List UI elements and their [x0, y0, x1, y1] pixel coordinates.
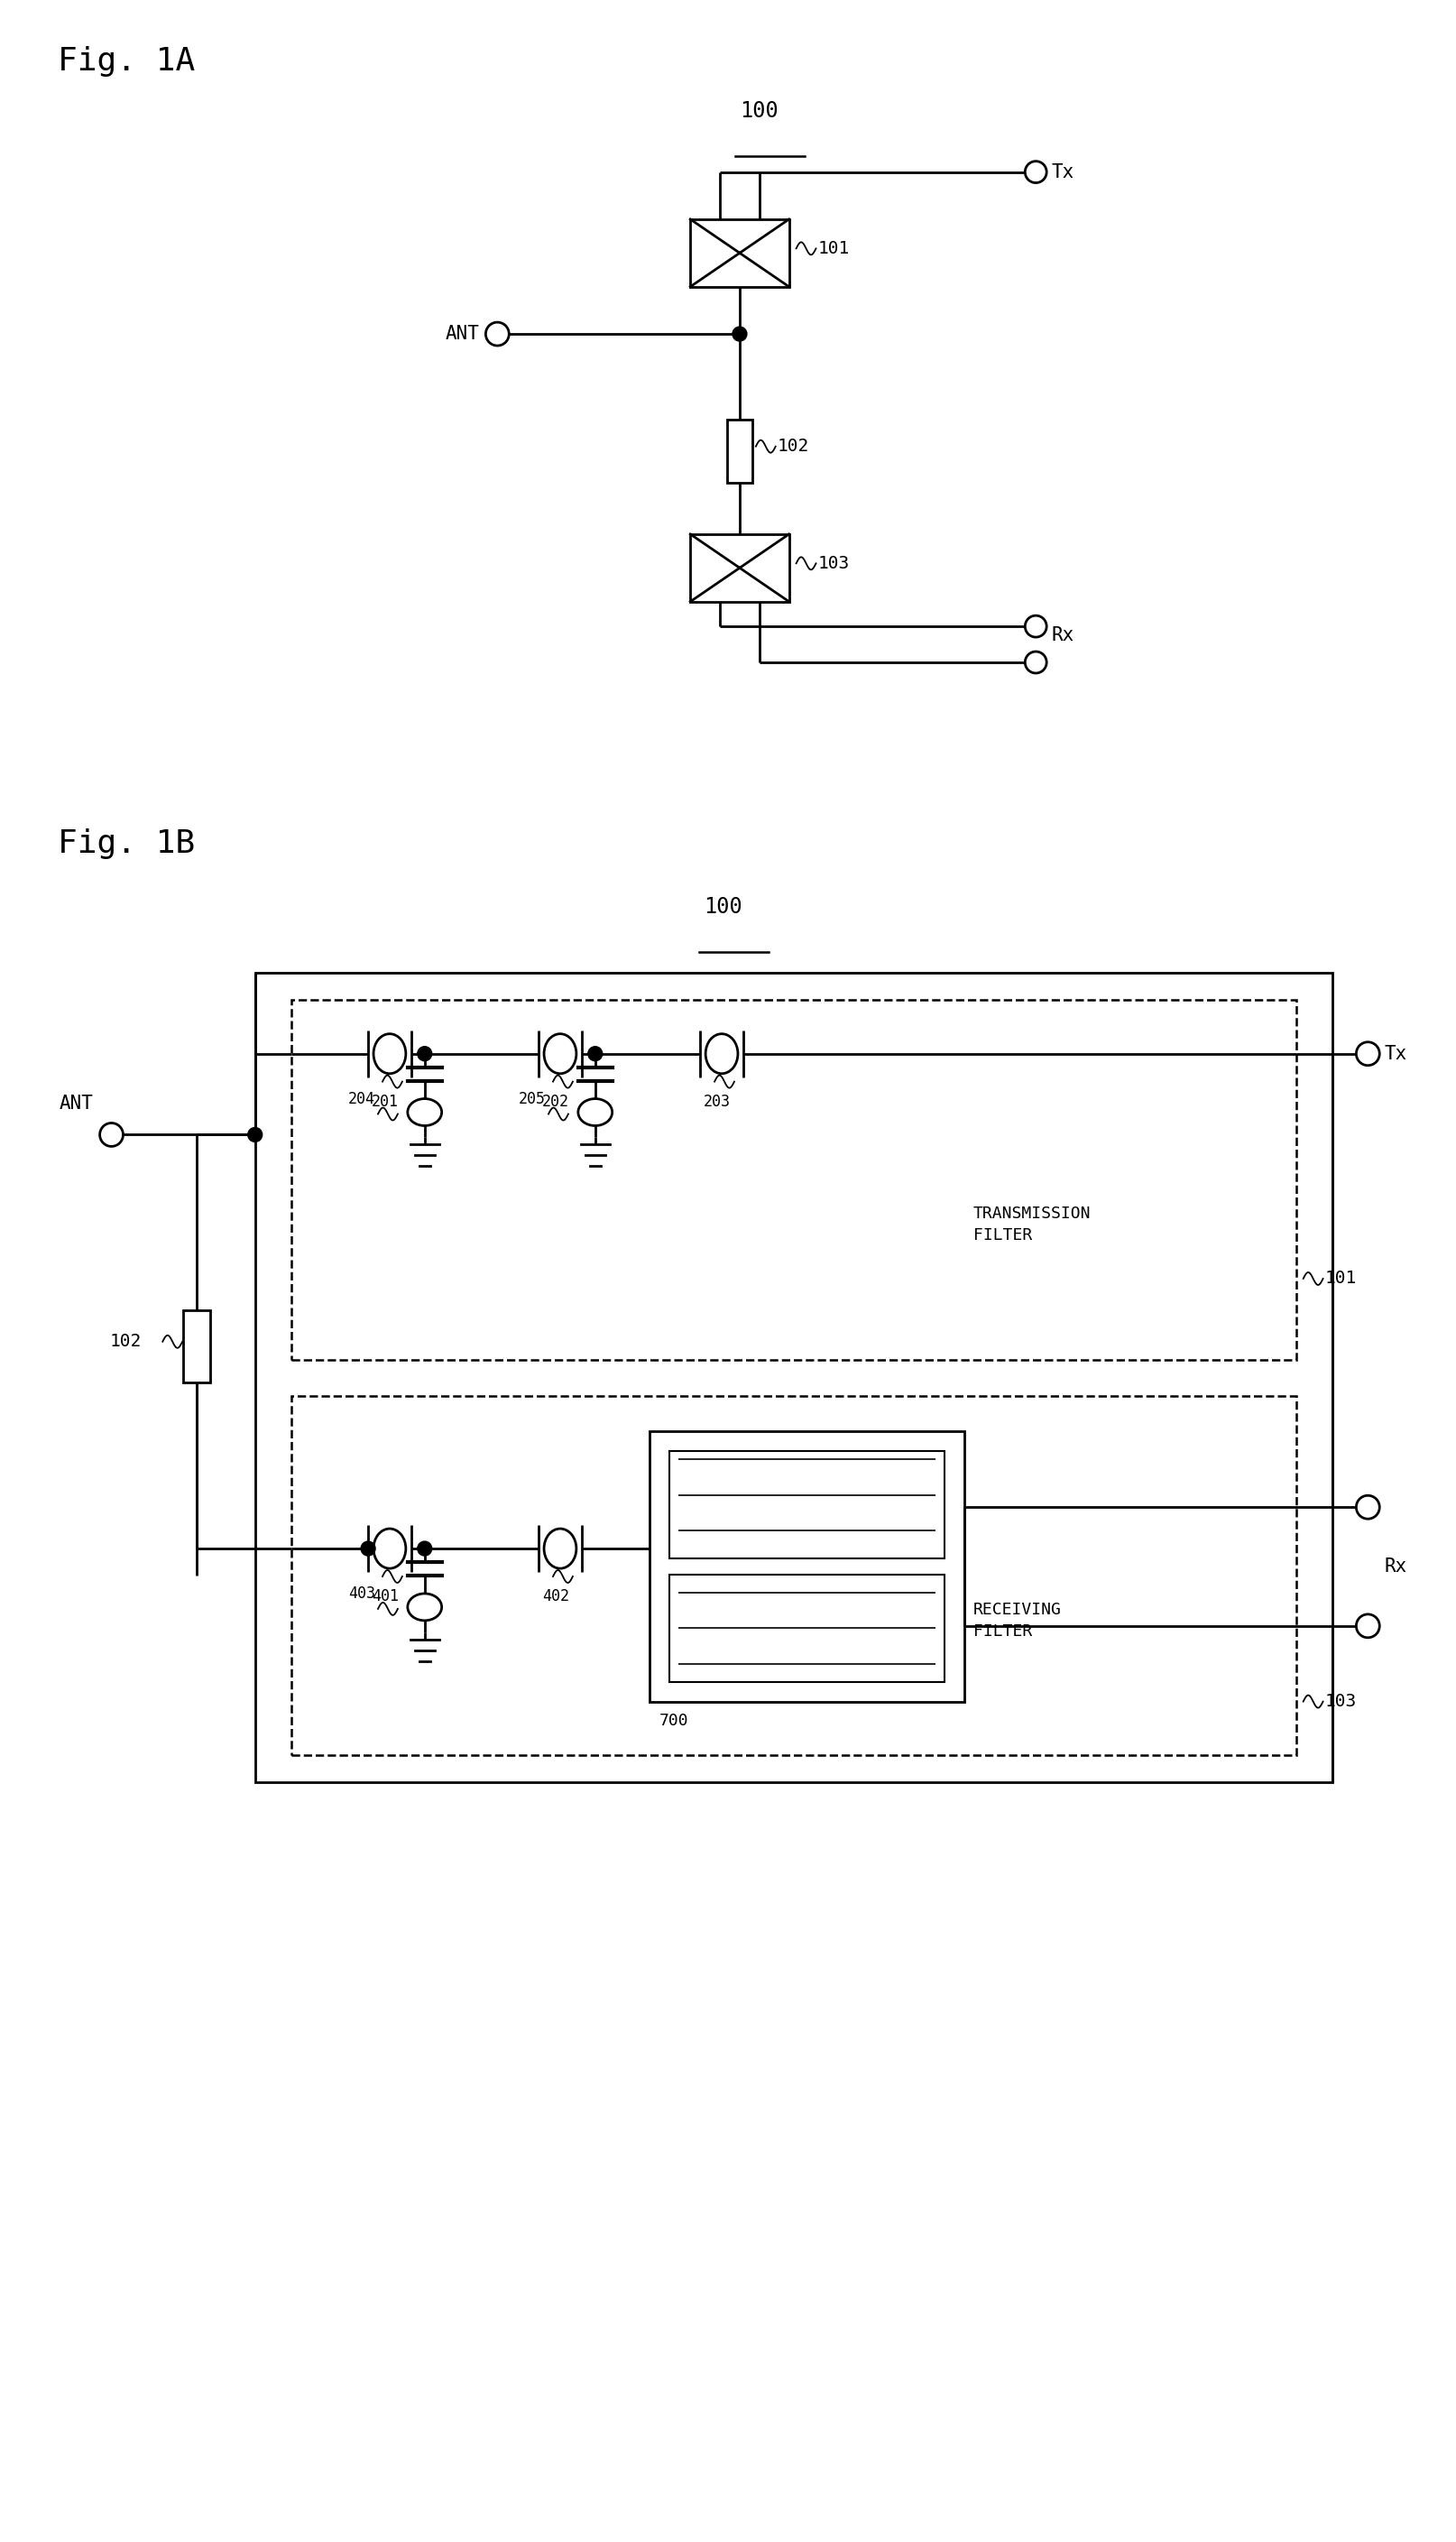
Text: 403: 403 [348, 1586, 376, 1601]
Text: Tx: Tx [1383, 1045, 1406, 1063]
Bar [291, 1396, 1296, 1757]
Text: 700: 700 [658, 1713, 687, 1729]
Circle shape [588, 1047, 601, 1060]
Text: 103: 103 [1324, 1693, 1356, 1711]
Text: 101: 101 [1324, 1271, 1356, 1286]
Bar [690, 219, 789, 287]
Text: ANT: ANT [60, 1093, 93, 1113]
Circle shape [418, 1540, 431, 1556]
Text: 101: 101 [817, 239, 849, 257]
Text: 100: 100 [703, 897, 743, 918]
Circle shape [361, 1540, 376, 1556]
Bar [670, 1451, 943, 1558]
Text: 102: 102 [778, 437, 808, 455]
Text: Fig. 1B: Fig. 1B [58, 829, 195, 859]
Text: 401: 401 [371, 1589, 399, 1604]
Text: 100: 100 [740, 99, 778, 122]
Text: 203: 203 [703, 1093, 731, 1108]
Text: RECEIVING
FILTER: RECEIVING FILTER [973, 1601, 1060, 1640]
Text: 205: 205 [518, 1091, 546, 1106]
Circle shape [732, 328, 747, 341]
Text: Rx: Rx [1383, 1558, 1406, 1576]
Bar [670, 1573, 943, 1683]
Bar [727, 419, 751, 483]
Text: 102: 102 [109, 1332, 141, 1350]
Text: 103: 103 [817, 554, 849, 572]
Text: 402: 402 [542, 1589, 569, 1604]
Text: 202: 202 [542, 1093, 569, 1108]
Bar [291, 999, 1296, 1360]
Bar [255, 974, 1331, 1782]
Text: TRANSMISSION
FILTER: TRANSMISSION FILTER [973, 1205, 1091, 1243]
Circle shape [418, 1047, 431, 1060]
Text: ANT: ANT [446, 325, 479, 343]
Text: Tx: Tx [1050, 163, 1073, 180]
Bar [690, 534, 789, 602]
Text: 204: 204 [348, 1091, 376, 1106]
Bar [183, 1309, 210, 1383]
Bar [649, 1431, 964, 1701]
Text: Fig. 1A: Fig. 1A [58, 46, 195, 76]
Circle shape [248, 1129, 262, 1141]
Text: 201: 201 [371, 1093, 399, 1108]
Text: Rx: Rx [1050, 625, 1073, 643]
